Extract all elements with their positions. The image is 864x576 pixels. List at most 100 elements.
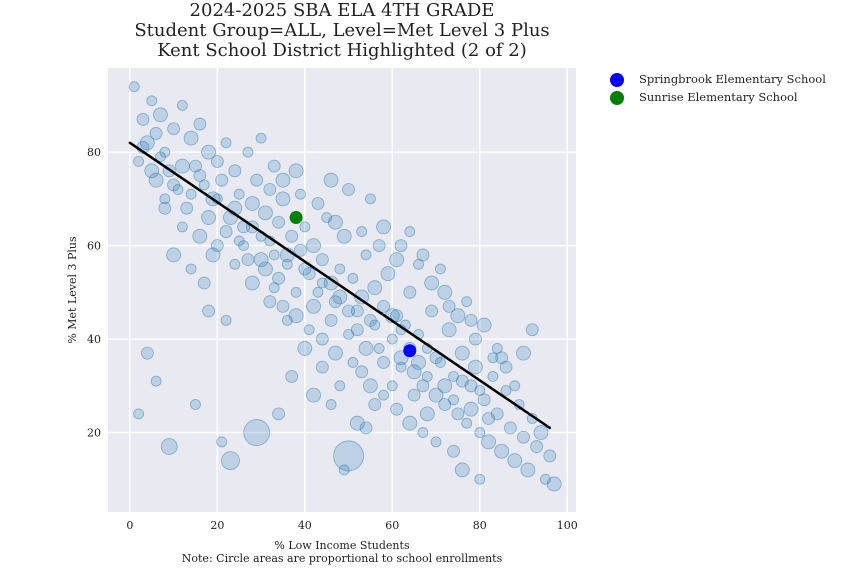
scatter-point — [356, 226, 368, 237]
scatter-point — [378, 389, 389, 401]
scatter-point — [407, 388, 421, 402]
scatter-point — [139, 135, 155, 151]
scatter-point — [272, 215, 285, 229]
scatter-point — [272, 271, 285, 285]
scatter-point — [495, 351, 509, 365]
scatter-point — [158, 201, 172, 215]
scatter-point — [468, 359, 483, 375]
scatter-point — [133, 408, 145, 420]
scatter-point — [350, 323, 364, 337]
scatter-point — [288, 308, 304, 324]
scatter-point — [258, 205, 273, 221]
scatter-point — [185, 188, 197, 200]
scatter-point — [463, 401, 479, 417]
scatter-point — [167, 122, 181, 136]
scatter-point — [435, 357, 446, 368]
scatter-point — [136, 113, 150, 126]
scatter-point — [155, 151, 166, 163]
x-tick-label: 40 — [298, 519, 312, 532]
scatter-point — [140, 346, 154, 360]
scatter-point — [159, 193, 171, 205]
scatter-point — [363, 378, 378, 394]
title-line-3: Kent School District Highlighted (2 of 2… — [157, 40, 527, 61]
scatter-point — [281, 314, 293, 326]
scatter-point — [176, 99, 188, 111]
scatter-point — [268, 249, 280, 261]
scatter-point — [367, 280, 383, 296]
scatter-point — [229, 258, 241, 270]
scatter-point — [347, 357, 359, 368]
legend-marker-springbrook — [610, 73, 624, 87]
scatter-point — [285, 370, 299, 383]
scatter-point — [438, 398, 452, 411]
scatter-point — [192, 228, 208, 244]
scatter-point — [481, 434, 496, 450]
x-tick-label: 100 — [557, 519, 578, 532]
scatter-point — [276, 299, 290, 313]
x-tick-label: 80 — [473, 519, 487, 532]
scatter-point — [355, 365, 369, 379]
scatter-point — [183, 130, 199, 146]
scatter-point — [390, 309, 404, 323]
scatter-point — [539, 473, 551, 485]
scatter-point — [369, 319, 381, 331]
scatter-point — [424, 275, 440, 291]
scatter-point — [146, 95, 158, 107]
title-line-2: Student Group=ALL, Level=Met Level 3 Plu… — [134, 20, 549, 41]
scatter-point — [386, 333, 398, 345]
scatter-point — [461, 296, 473, 308]
scatter-point — [193, 117, 207, 131]
scatter-point — [482, 412, 495, 425]
scatter-point — [221, 451, 240, 470]
scatter-point — [210, 239, 224, 253]
scatter-point — [321, 212, 333, 223]
scatter-point — [377, 356, 390, 369]
scatter-point — [516, 345, 531, 361]
scatter-point — [333, 440, 364, 472]
scatter-points — [128, 81, 562, 492]
scatter-point — [500, 385, 512, 396]
scatter-point — [306, 238, 321, 254]
scatter-point — [220, 314, 232, 326]
scatter-point — [311, 197, 325, 210]
scatter-point — [180, 201, 194, 215]
scatter-point — [306, 387, 321, 403]
scatter-point — [253, 252, 269, 268]
scatter-point — [350, 304, 364, 318]
scatter-point — [477, 393, 491, 407]
scatter-point — [347, 272, 359, 284]
scatter-point — [285, 229, 299, 243]
scatter-point — [411, 355, 426, 370]
scatter-point — [329, 295, 342, 309]
y-axis-label: % Met Level 3 Plus — [66, 236, 79, 344]
y-tick-label: 40 — [87, 333, 101, 346]
scatter-point — [546, 476, 562, 492]
scatter-point — [342, 183, 355, 196]
scatter-point — [258, 261, 273, 277]
scatter-point — [328, 214, 343, 230]
scatter-point — [160, 438, 178, 455]
scatter-point — [389, 252, 405, 268]
scatter-point — [332, 289, 348, 305]
scatter-point — [299, 221, 311, 233]
scatter-point — [201, 210, 216, 225]
scatter-point — [144, 163, 160, 179]
scatter-point — [244, 196, 260, 211]
scatter-point — [288, 163, 304, 179]
scatter-point — [128, 81, 140, 93]
scatter-point — [324, 313, 338, 327]
scatter-point — [474, 385, 486, 396]
scatter-point — [272, 407, 285, 421]
scatter-point — [250, 173, 264, 187]
scatter-point — [365, 193, 376, 205]
scatter-point — [219, 225, 233, 238]
scatter-point — [172, 184, 184, 195]
scatter-point — [149, 127, 163, 140]
scatter-point — [358, 341, 374, 356]
y-tick-labels: 20 40 60 80 — [87, 146, 101, 439]
scatter-point — [390, 402, 404, 416]
scatter-point — [509, 380, 521, 392]
highlighted-schools — [289, 211, 417, 358]
scatter-point — [302, 267, 316, 281]
